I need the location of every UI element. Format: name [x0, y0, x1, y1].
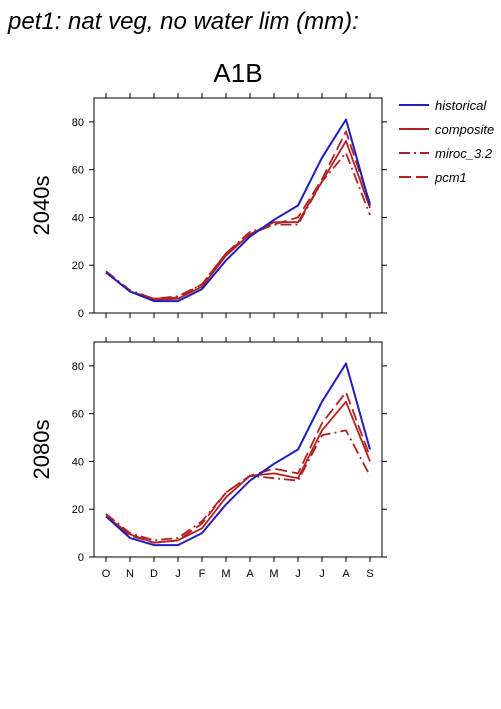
legend-label-miroc_3.2: miroc_3.2	[435, 146, 493, 161]
panel-2040s: 0 20 40 60 80 2040s	[29, 93, 387, 320]
plot-frame	[93, 341, 383, 558]
y-tick-label: 60	[72, 165, 84, 177]
y-tick-label: 80	[72, 117, 84, 129]
series-line-historical	[105, 118, 371, 303]
x-tick-label: O	[102, 568, 111, 580]
x-tick-label: J	[175, 568, 181, 580]
panel-2080s: 0 20 40 60 80 O N D J F M A M J J A S 2080s	[29, 337, 387, 580]
panel-label: 2040s	[29, 176, 54, 236]
series-line-composite	[105, 140, 371, 301]
legend-label-composite: composite	[435, 122, 494, 137]
x-tick-label: J	[319, 568, 325, 580]
y-tick-label: 20	[72, 260, 84, 272]
x-tick-label: M	[269, 568, 278, 580]
y-tick-label: 40	[72, 456, 84, 468]
y-tick-label: 20	[72, 504, 84, 516]
series-line-historical	[105, 362, 371, 547]
legend: historical composite miroc_3.2 pcm1	[399, 98, 494, 185]
y-tick-label: 80	[72, 361, 84, 373]
y-tick-label: 60	[72, 409, 84, 421]
panel-label: 2080s	[29, 420, 54, 480]
x-tick-label: J	[295, 568, 301, 580]
x-tick-label: A	[246, 568, 254, 580]
legend-label-historical: historical	[435, 98, 487, 113]
scenario-title: A1B	[213, 58, 263, 88]
x-tick-label: N	[126, 568, 134, 580]
chart-title: pet1: nat veg, no water lim (mm):	[8, 8, 359, 35]
x-tick-label: F	[199, 568, 206, 580]
x-tick-label: A	[342, 568, 350, 580]
series-line-pcm1	[105, 391, 371, 544]
series-line-composite	[105, 400, 371, 544]
series-line-miroc_3.2	[105, 429, 371, 542]
x-tick-label: M	[221, 568, 230, 580]
y-tick-label: 0	[78, 552, 84, 564]
legend-label-pcm1: pcm1	[434, 170, 467, 185]
y-tick-label: 40	[72, 212, 84, 224]
plot-frame	[93, 97, 383, 314]
series-line-miroc_3.2	[105, 151, 371, 300]
series-line-pcm1	[105, 130, 371, 300]
x-tick-label: D	[150, 568, 158, 580]
y-tick-label: 0	[78, 308, 84, 320]
x-tick-label: S	[366, 568, 373, 580]
